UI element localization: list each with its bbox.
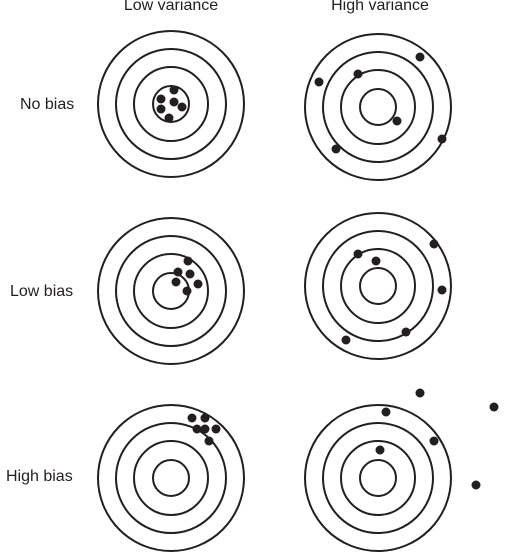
shot-dot xyxy=(171,277,181,287)
shot-dot xyxy=(164,113,174,123)
shot-dot xyxy=(353,249,363,259)
target-high-bias-high-variance xyxy=(304,388,499,552)
target-high-bias-low-variance xyxy=(97,404,245,552)
target-ring-third xyxy=(115,48,227,160)
target-ring-second xyxy=(340,248,416,324)
shot-dot xyxy=(200,413,210,423)
shot-dot xyxy=(169,97,179,107)
target-ring-outer xyxy=(304,404,452,552)
target-ring-outer xyxy=(97,30,245,178)
shot-dot xyxy=(375,445,385,455)
target-ring-bullseye xyxy=(359,88,397,126)
shot-dot xyxy=(429,436,439,446)
shot-dot xyxy=(429,239,439,249)
target-ring-second xyxy=(133,66,209,142)
target-ring-third xyxy=(322,51,434,163)
target-no-bias-low-variance xyxy=(97,30,245,178)
shot-dot xyxy=(437,134,447,144)
target-low-bias-low-variance xyxy=(97,217,245,365)
shot-dot xyxy=(192,424,202,434)
target-ring-bullseye xyxy=(359,267,397,305)
shot-dot xyxy=(415,52,425,62)
shot-dot xyxy=(185,269,195,279)
target-ring-second xyxy=(340,440,416,516)
shot-dot xyxy=(187,413,197,423)
column-label-low-variance: Low variance xyxy=(123,0,219,14)
row-label-low-bias: Low bias xyxy=(10,283,74,300)
target-ring-outer xyxy=(97,404,245,552)
target-ring-third xyxy=(322,422,434,534)
target-ring-second xyxy=(133,440,209,516)
shot-dot xyxy=(489,402,499,412)
target-low-bias-high-variance xyxy=(304,212,452,360)
target-ring-third xyxy=(322,230,434,342)
shot-dot xyxy=(177,102,187,112)
target-ring-outer xyxy=(304,212,452,360)
target-ring-bullseye xyxy=(359,459,397,497)
target-ring-third xyxy=(115,422,227,534)
target-ring-second xyxy=(340,69,416,145)
shot-dot xyxy=(401,327,411,337)
shot-dot xyxy=(341,335,351,345)
target-ring-outer xyxy=(97,217,245,365)
target-ring-third xyxy=(115,235,227,347)
column-label-high-variance: High variance xyxy=(331,0,429,14)
shot-dot xyxy=(156,94,166,104)
shot-dot xyxy=(415,388,425,398)
shot-dot xyxy=(211,424,221,434)
shot-dot xyxy=(183,256,193,266)
shot-dot xyxy=(353,69,363,79)
row-label-high-bias: High bias xyxy=(6,468,73,485)
target-ring-bullseye xyxy=(152,459,190,497)
shot-dot xyxy=(331,144,341,154)
shot-dot xyxy=(156,104,166,114)
target-ring-outer xyxy=(304,33,452,181)
row-label-no-bias: No bias xyxy=(20,96,75,113)
shot-dot xyxy=(471,480,481,490)
shot-dot xyxy=(200,424,210,434)
shot-dot xyxy=(169,85,179,95)
shot-dot xyxy=(371,256,381,266)
shot-dot xyxy=(173,267,183,277)
target-no-bias-high-variance xyxy=(304,33,452,181)
target-ring-second xyxy=(133,253,209,329)
shot-dot xyxy=(182,286,192,296)
shot-dot xyxy=(392,116,402,126)
shot-dot xyxy=(381,407,391,417)
shot-dot xyxy=(204,436,214,446)
shot-dot xyxy=(314,77,324,87)
shot-dot xyxy=(193,279,203,289)
shot-dot xyxy=(437,285,447,295)
